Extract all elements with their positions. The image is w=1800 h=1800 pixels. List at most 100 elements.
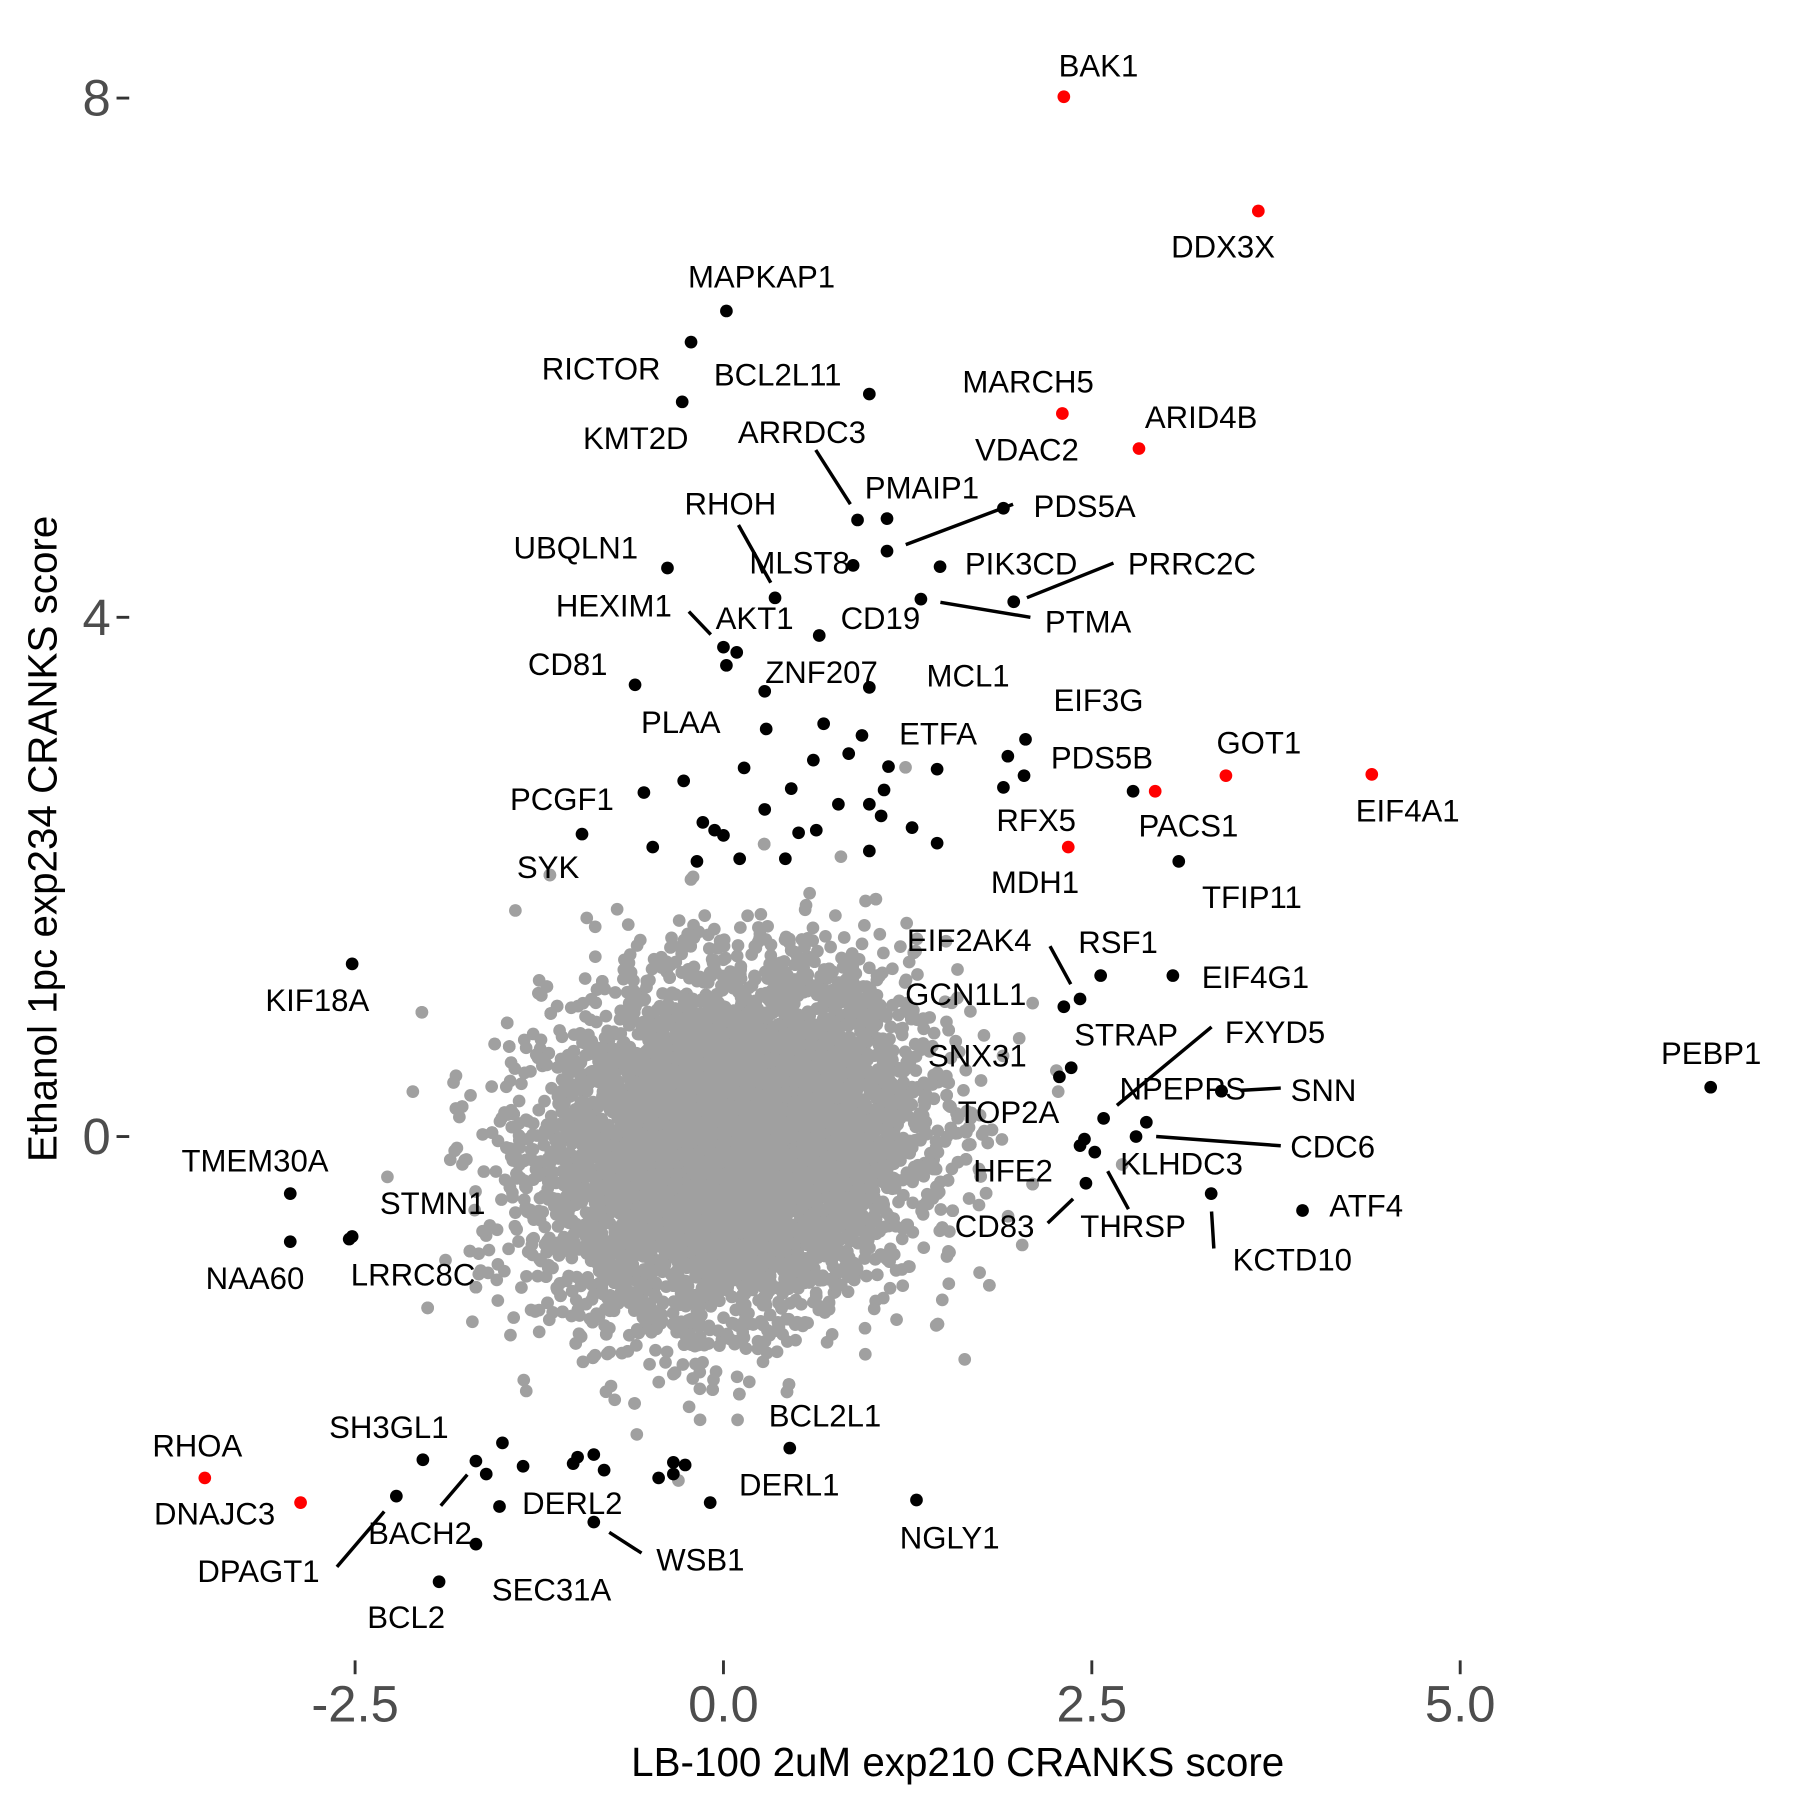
background-point bbox=[742, 1375, 756, 1389]
background-point bbox=[819, 929, 832, 943]
background-point bbox=[741, 909, 754, 923]
background-point bbox=[858, 1252, 871, 1265]
background-point bbox=[996, 1049, 1010, 1063]
background-point bbox=[406, 1085, 420, 1098]
background-point bbox=[519, 1041, 533, 1055]
background-point bbox=[553, 1277, 567, 1290]
background-point bbox=[811, 944, 824, 958]
background-point bbox=[602, 1345, 616, 1359]
background-point bbox=[909, 1050, 923, 1063]
background-point bbox=[490, 1223, 504, 1237]
background-point bbox=[515, 1077, 528, 1091]
background-point bbox=[927, 1026, 941, 1040]
background-point bbox=[939, 934, 953, 948]
background-point bbox=[1012, 1031, 1026, 1045]
background-point bbox=[824, 940, 837, 954]
background-point bbox=[736, 1325, 750, 1339]
background-point bbox=[491, 1294, 505, 1307]
background-point bbox=[676, 1358, 690, 1371]
background-point bbox=[880, 1206, 894, 1220]
background-point bbox=[664, 941, 677, 954]
background-point bbox=[627, 974, 640, 987]
background-point bbox=[770, 1345, 784, 1359]
background-point bbox=[654, 950, 668, 964]
background-point bbox=[527, 1173, 540, 1187]
background-point bbox=[512, 1235, 525, 1248]
background-point bbox=[730, 949, 744, 963]
background-point bbox=[495, 1193, 508, 1206]
background-point bbox=[731, 1413, 744, 1427]
background-point bbox=[645, 962, 659, 976]
background-point bbox=[507, 1311, 521, 1324]
background-point bbox=[896, 1279, 910, 1293]
background-point bbox=[519, 1384, 533, 1398]
background-point bbox=[520, 1269, 533, 1283]
background-point bbox=[599, 1009, 613, 1023]
background-point bbox=[482, 1243, 496, 1257]
background-point bbox=[608, 986, 622, 999]
background-point bbox=[808, 1267, 822, 1281]
background-point bbox=[799, 898, 813, 912]
background-point bbox=[877, 946, 890, 960]
background-point bbox=[860, 1269, 873, 1283]
background-point bbox=[1115, 1158, 1129, 1171]
background-point bbox=[464, 1089, 477, 1102]
background-point bbox=[381, 1170, 394, 1184]
background-point bbox=[894, 940, 907, 953]
background-point bbox=[517, 1373, 531, 1387]
background-point bbox=[754, 907, 768, 921]
background-point bbox=[693, 1413, 707, 1427]
background-point bbox=[958, 1353, 972, 1366]
background-point bbox=[621, 1274, 635, 1288]
background-point bbox=[834, 850, 848, 864]
background-point bbox=[698, 909, 712, 922]
background-point bbox=[491, 1258, 505, 1271]
background-point bbox=[608, 1393, 622, 1407]
background-point bbox=[540, 1058, 554, 1072]
background-point bbox=[931, 1124, 945, 1138]
background-point bbox=[809, 1289, 823, 1303]
background-point bbox=[485, 1080, 498, 1093]
background-point bbox=[951, 963, 964, 976]
background-point bbox=[820, 1335, 834, 1349]
background-point bbox=[731, 939, 745, 952]
background-point bbox=[524, 1065, 537, 1078]
background-point bbox=[610, 902, 624, 916]
background-point bbox=[886, 962, 899, 976]
background-point bbox=[502, 1242, 515, 1256]
background-point bbox=[546, 1306, 560, 1319]
background-point bbox=[1015, 1238, 1029, 1252]
background-point bbox=[453, 1110, 466, 1124]
background-point bbox=[862, 961, 876, 975]
background-point bbox=[728, 1337, 742, 1351]
background-point bbox=[906, 1196, 920, 1210]
background-point bbox=[890, 1313, 903, 1326]
background-points bbox=[381, 760, 1129, 1487]
background-point bbox=[529, 1048, 543, 1062]
background-point bbox=[692, 1320, 706, 1334]
background-point bbox=[895, 1232, 909, 1246]
background-point bbox=[564, 1001, 578, 1015]
background-point bbox=[621, 918, 635, 931]
background-point bbox=[504, 1328, 517, 1342]
background-point bbox=[883, 1032, 896, 1046]
background-point bbox=[794, 1297, 808, 1311]
background-point bbox=[477, 1165, 491, 1178]
background-point bbox=[733, 921, 747, 934]
background-point bbox=[959, 1063, 973, 1077]
background-point bbox=[588, 920, 602, 934]
background-point bbox=[973, 1266, 986, 1279]
background-point bbox=[469, 1185, 482, 1198]
background-point bbox=[829, 909, 842, 922]
background-point bbox=[911, 968, 924, 981]
background-point bbox=[489, 1165, 503, 1178]
background-point bbox=[576, 1355, 590, 1369]
background-point bbox=[532, 1325, 546, 1339]
background-point bbox=[630, 1428, 644, 1441]
background-point bbox=[652, 1375, 666, 1389]
background-point bbox=[883, 1281, 897, 1295]
background-point bbox=[873, 927, 887, 941]
background-point bbox=[964, 1005, 977, 1018]
background-point bbox=[672, 914, 686, 927]
